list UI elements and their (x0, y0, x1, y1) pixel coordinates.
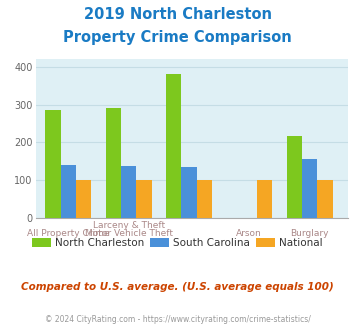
Bar (106, 109, 121, 218)
Bar (45, 110, 61, 218)
Text: Compared to U.S. average. (U.S. average equals 100): Compared to U.S. average. (U.S. average … (21, 282, 334, 292)
Bar (181, 167, 197, 218)
Text: Burglary: Burglary (290, 229, 329, 238)
Bar (166, 75, 181, 218)
Bar (61, 165, 76, 218)
Text: Motor Vehicle Theft: Motor Vehicle Theft (85, 229, 173, 238)
Bar (257, 180, 272, 218)
Bar (76, 180, 91, 218)
Text: Arson: Arson (236, 229, 262, 238)
Text: All Property Crime: All Property Crime (27, 229, 110, 238)
Text: © 2024 CityRating.com - https://www.cityrating.com/crime-statistics/: © 2024 CityRating.com - https://www.city… (45, 315, 310, 324)
Bar (136, 180, 152, 218)
Text: Property Crime Comparison: Property Crime Comparison (63, 30, 292, 45)
Legend: North Charleston, South Carolina, National: North Charleston, South Carolina, Nation… (28, 234, 327, 252)
Bar (317, 180, 333, 218)
Bar (286, 136, 302, 218)
Bar (121, 166, 136, 218)
Bar (302, 159, 317, 218)
Text: 2019 North Charleston: 2019 North Charleston (83, 7, 272, 21)
Bar (197, 180, 212, 218)
Text: Larceny & Theft: Larceny & Theft (93, 221, 165, 230)
